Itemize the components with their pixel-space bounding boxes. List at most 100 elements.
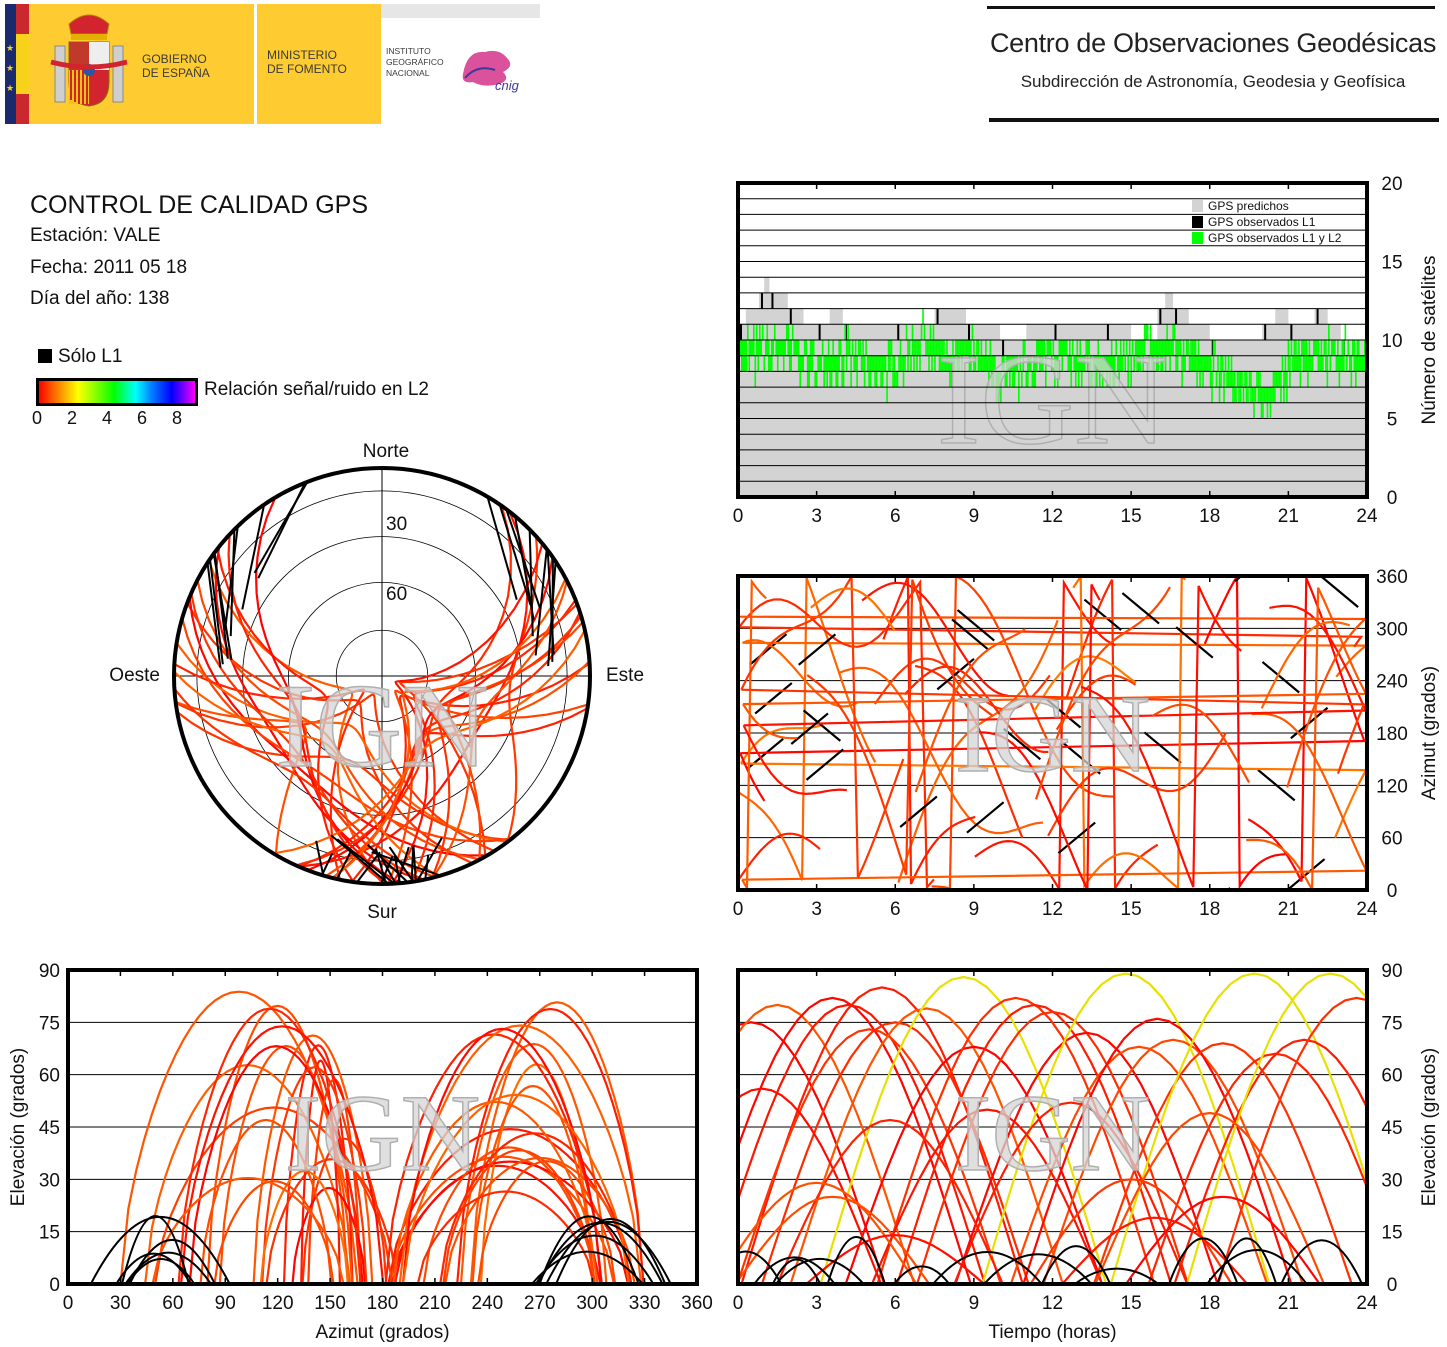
l1l2-observed-bar [1031, 371, 1034, 388]
sky-track [273, 629, 586, 855]
plot-area: IGN [738, 198, 1367, 497]
ign-watermark: IGN [275, 659, 488, 792]
l1l2-observed-bar [860, 355, 863, 372]
l1l2-observed-bar [1085, 340, 1088, 356]
l1l2-observed-bar [1322, 355, 1324, 372]
l1-only-track [229, 529, 236, 637]
y-tick-label: 10 [1381, 331, 1402, 352]
l1l2-observed-bar [878, 355, 881, 372]
l1l2-observed-bar [1104, 355, 1107, 372]
plot-frame [736, 574, 1369, 892]
l1l2-observed-bar [814, 371, 816, 388]
l1l2-observed-bar [805, 340, 807, 356]
l1l2-observed-bar [926, 340, 929, 356]
l1l2-observed-bar [739, 340, 742, 356]
l1l2-observed-bar [1028, 355, 1031, 372]
sky-track [214, 546, 423, 882]
ministerio-fomento-logo: MINISTERIO DE FOMENTO [257, 4, 381, 124]
l1l2-observed-bar [1125, 340, 1128, 356]
l1-observed-bar [760, 292, 763, 309]
sky-track [174, 688, 436, 879]
sky-track [298, 611, 581, 868]
l1l2-observed-bar [1083, 355, 1086, 372]
elevation-azimuth-track [259, 1169, 350, 1284]
l1l2-observed-bar [1059, 340, 1062, 356]
ign-watermark: IGN [955, 1072, 1151, 1194]
cnig-text: cnig [495, 78, 520, 93]
l1l2-observed-bar [775, 340, 778, 356]
l1l2-observed-bar [1015, 355, 1017, 372]
l1-only-track [798, 633, 837, 666]
l1l2-observed-bar [1158, 340, 1161, 356]
l1l2-observed-bar [967, 340, 969, 356]
y-tick-label: 75 [39, 1013, 60, 1034]
elevation-time-track [954, 1031, 1219, 1284]
l1l2-observed-bar [820, 355, 822, 372]
l1l2-observed-bar [1205, 355, 1207, 372]
azimuth-track [861, 581, 1008, 697]
l1l2-observed-bar [944, 355, 947, 372]
y-axis-label: Elevación (grados) [1419, 1048, 1440, 1206]
south-label: Sur [367, 902, 397, 923]
x-tick-label: 12 [1042, 899, 1063, 920]
elevation-azimuth-track [479, 1063, 594, 1284]
l1l2-observed-bar [1107, 355, 1110, 372]
l1l2-observed-bar [772, 340, 775, 356]
x-tick-label: 3 [811, 506, 822, 527]
l1l2-observed-bar [769, 355, 772, 372]
x-tick-label: 120 [262, 1293, 294, 1314]
x-tick-label: 9 [969, 506, 980, 527]
l1l2-observed-bar [781, 340, 784, 356]
l1-only-track [1257, 769, 1296, 802]
report-title: CONTROL DE CALIDAD GPS [30, 191, 369, 219]
l1l2-observed-bar [920, 324, 923, 340]
azimuth-track [1032, 655, 1137, 713]
l1-only-track [257, 482, 307, 579]
l1l2-observed-bar [1275, 371, 1278, 388]
legend-l1-only: Sólo L1 [38, 346, 122, 368]
l1-observed-bar [1159, 308, 1162, 325]
elevation-time-track [738, 1195, 931, 1284]
x-tick-label: 6 [890, 1293, 901, 1314]
l1l2-observed-bar [883, 355, 885, 372]
y-tick-label: 180 [1376, 724, 1408, 745]
x-tick-label: 21 [1278, 1293, 1299, 1314]
l1l2-observed-bar [1206, 355, 1209, 372]
l1l2-observed-bar [872, 355, 875, 372]
y-tick-label: 120 [1376, 776, 1408, 797]
center-header: Centro de Observaciones Geodésicas Subdi… [987, 6, 1439, 122]
colorbar-tick: 2 [66, 408, 77, 428]
l1-only-track [416, 837, 443, 882]
l1l2-observed-bar [1049, 340, 1052, 356]
y-tick-label: 15 [39, 1223, 60, 1244]
l1-only-track [1261, 661, 1300, 694]
gobierno-text: GOBIERNO DE ESPAÑA [142, 52, 210, 80]
l1l2-observed-bar [1347, 340, 1350, 356]
elevation-azimuth-track [444, 1156, 636, 1284]
legend-label: GPS predichos [1208, 199, 1289, 213]
azimuth-track [1260, 620, 1351, 709]
l1l2-observed-bar [773, 324, 776, 340]
y-tick-label: 0 [49, 1275, 60, 1296]
l1l2-observed-bar [796, 340, 799, 356]
elevation-azimuth-track [471, 1084, 595, 1284]
x-tick-label: 0 [63, 1293, 74, 1314]
y-tick-label: 15 [1381, 1223, 1402, 1244]
l1l2-observed-bar [1334, 340, 1336, 356]
elevation-azimuth-track [177, 1007, 362, 1284]
header-rule-top [987, 6, 1435, 9]
l1l2-observed-bar [1344, 324, 1347, 340]
l1-only-track [754, 682, 793, 715]
ign-watermark: IGN [285, 1072, 481, 1194]
plot-area: IGN [738, 972, 1367, 1284]
y-tick-label: 45 [39, 1118, 60, 1139]
l1l2-observed-bar [1145, 324, 1147, 340]
l1-observed-bar [1264, 324, 1267, 340]
ign-text-3: NACIONAL [386, 68, 430, 78]
elevation-azimuth-track [199, 1118, 333, 1284]
l1l2-observed-bar [1290, 340, 1293, 356]
l1l2-observed-bar [1021, 371, 1023, 388]
l1l2-observed-bar [1062, 340, 1065, 356]
sky-track [227, 534, 387, 884]
elevation-azimuth-track [392, 1100, 599, 1284]
